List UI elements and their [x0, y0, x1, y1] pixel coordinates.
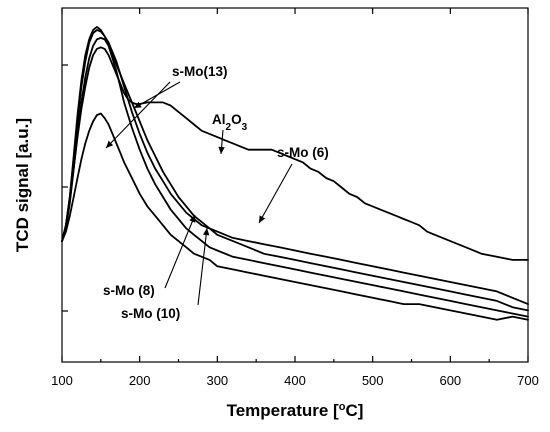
arrow-s-mo-13-a-head — [134, 101, 142, 108]
series-line-0 — [61, 46, 529, 261]
x-tick-label-700: 700 — [517, 373, 539, 388]
arrow-s-mo-6 — [258, 163, 293, 224]
arrow-al2o3 — [218, 129, 225, 155]
arrow-s-mo-8-head — [189, 215, 196, 223]
arrow-s-mo-10-head — [203, 228, 210, 236]
y-axis-title: TCD signal [a.u.] — [13, 118, 32, 252]
series-line-3 — [61, 37, 529, 312]
x-tick-label-500: 500 — [362, 373, 384, 388]
arrow-s-mo-13-b-head — [106, 140, 114, 148]
x-tick-label-400: 400 — [284, 373, 306, 388]
arrow-s-mo-8 — [164, 214, 196, 289]
arrow-s-mo-13-b — [105, 81, 171, 149]
x-axis-title: Temperature [oC] — [227, 401, 364, 420]
arrow-s-mo-10-shaft — [197, 227, 208, 306]
arrow-s-mo-10 — [197, 227, 210, 306]
arrow-al2o3-head — [218, 146, 225, 154]
arrow-s-mo-6-head — [259, 215, 266, 223]
x-tick-label-100: 100 — [51, 373, 73, 388]
annotation-s-mo-10: s-Mo (10) — [121, 306, 180, 321]
x-tick-label-200: 200 — [129, 373, 151, 388]
annotation-al2o3: Al2O3 — [212, 112, 248, 133]
annotation-s-mo-6: s-Mo (6) — [277, 145, 329, 160]
arrow-s-mo-13-b-shaft — [105, 81, 171, 149]
series-line-2 — [61, 25, 529, 318]
annotation-s-mo-13: s-Mo(13) — [172, 64, 228, 79]
arrow-s-mo-6-shaft — [258, 163, 293, 224]
x-tick-label-600: 600 — [439, 373, 461, 388]
annotation-s-mo-8: s-Mo (8) — [103, 283, 155, 298]
x-tick-label-300: 300 — [206, 373, 228, 388]
series-line-1 — [61, 29, 529, 306]
arrow-s-mo-8-shaft — [164, 214, 196, 289]
series-line-4 — [61, 112, 529, 321]
